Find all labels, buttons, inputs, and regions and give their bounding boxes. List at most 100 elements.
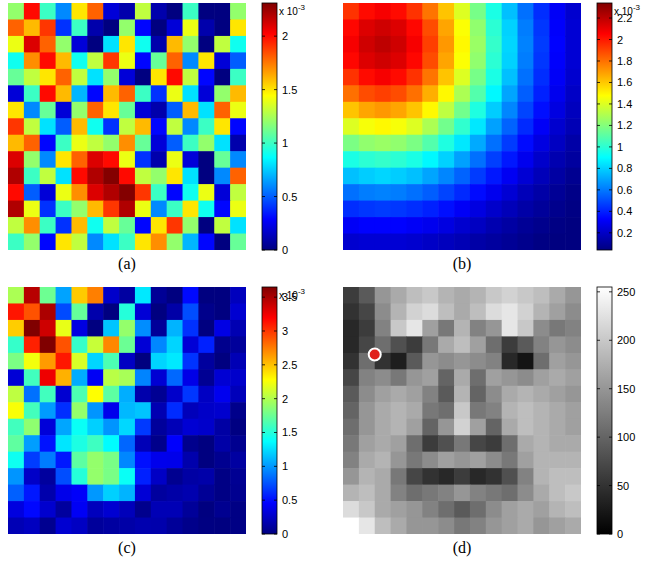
cell [565, 102, 581, 119]
cell [198, 3, 214, 20]
cell [454, 435, 470, 452]
cell [406, 102, 422, 119]
cell [230, 184, 246, 201]
tick-mark [262, 36, 265, 37]
cell [103, 36, 119, 53]
cell [454, 402, 470, 419]
cell [40, 217, 56, 234]
point-marker [369, 349, 381, 361]
cell [151, 468, 167, 485]
cell [56, 303, 72, 320]
cell [119, 217, 135, 234]
cell [406, 386, 422, 403]
cell [359, 386, 375, 403]
cell [422, 85, 438, 102]
cell [422, 419, 438, 436]
cell [518, 118, 534, 135]
cell [40, 518, 56, 534]
cell [486, 135, 502, 152]
cell [406, 3, 422, 20]
cell [40, 69, 56, 86]
cell [135, 336, 151, 353]
cell [565, 336, 581, 353]
cell [454, 303, 470, 320]
cell [375, 386, 391, 403]
cell [438, 435, 454, 452]
cell [103, 419, 119, 436]
cell [56, 386, 72, 403]
cell [422, 303, 438, 320]
cell [359, 52, 375, 69]
cell [183, 168, 199, 185]
cell [103, 217, 119, 234]
cell [56, 151, 72, 168]
cell [119, 52, 135, 69]
cell [167, 234, 183, 250]
cell [549, 369, 565, 386]
cell [214, 151, 230, 168]
cell [422, 501, 438, 518]
cell [214, 3, 230, 20]
cell [391, 386, 407, 403]
cell [502, 518, 518, 534]
cell [230, 353, 246, 370]
cell [565, 234, 581, 250]
cell [230, 151, 246, 168]
cell [214, 435, 230, 452]
cell [486, 468, 502, 485]
cell [438, 303, 454, 320]
cell [56, 52, 72, 69]
cell [533, 69, 549, 86]
cell [8, 118, 24, 135]
cell [119, 85, 135, 102]
colorbar [262, 287, 277, 534]
cell [486, 369, 502, 386]
cell [502, 402, 518, 419]
cell [87, 102, 103, 119]
cell [391, 184, 407, 201]
cell [422, 217, 438, 234]
cell [183, 69, 199, 86]
cell [40, 419, 56, 436]
tick-label: 1.8 [617, 55, 632, 67]
cell [406, 369, 422, 386]
cell [87, 452, 103, 469]
cell [198, 320, 214, 337]
cell [103, 485, 119, 502]
tick-mark [597, 388, 600, 389]
cell [391, 369, 407, 386]
cell [167, 386, 183, 403]
cell [151, 518, 167, 534]
cell [24, 234, 40, 250]
cell [135, 287, 151, 304]
tick-mark [609, 146, 612, 147]
cell [230, 501, 246, 518]
cell [470, 320, 486, 337]
cell [198, 184, 214, 201]
cell [533, 353, 549, 370]
cell [391, 3, 407, 20]
cell [422, 402, 438, 419]
cell [470, 69, 486, 86]
cell [151, 419, 167, 436]
cell [230, 217, 246, 234]
cell [24, 102, 40, 119]
cell [8, 303, 24, 320]
tick-mark [262, 466, 265, 467]
cell [518, 419, 534, 436]
cell [103, 369, 119, 386]
cell [198, 435, 214, 452]
cell [151, 135, 167, 152]
cell [71, 386, 87, 403]
cell [8, 184, 24, 201]
cell [103, 201, 119, 218]
cell [533, 452, 549, 469]
cell [359, 102, 375, 119]
cell [198, 518, 214, 534]
cell [391, 468, 407, 485]
cell [8, 102, 24, 119]
cell [565, 452, 581, 469]
tick-label: 0 [617, 528, 623, 540]
cell [470, 118, 486, 135]
cell [167, 102, 183, 119]
